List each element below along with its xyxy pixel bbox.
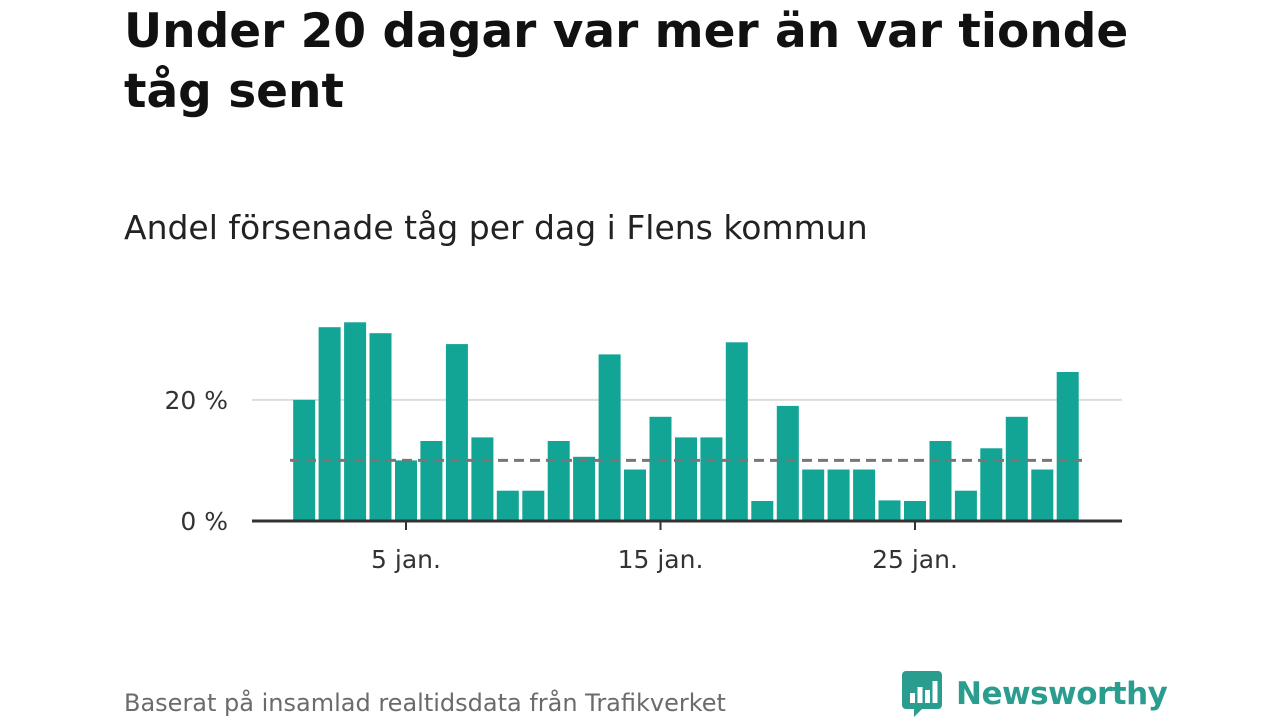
bar-day-25 (904, 501, 926, 521)
bar-day-12 (573, 456, 596, 521)
bar-day-20 (776, 405, 799, 521)
bar-day-6 (420, 441, 443, 521)
bar-day-7 (445, 344, 468, 521)
bar-day-22 (827, 469, 850, 521)
bar-day-21 (802, 469, 825, 521)
bar-day-15 (649, 416, 672, 521)
chart-title: Under 20 dagar var mer än var tionde tåg… (124, 4, 1129, 119)
bar-day-29 (1005, 416, 1028, 521)
bar-day-8 (471, 437, 494, 521)
bar-day-4 (369, 333, 392, 521)
bar-day-27 (954, 490, 977, 521)
x-tick-label-15: 15 jan. (618, 545, 704, 574)
bar-day-24 (878, 500, 901, 521)
bar-day-1 (293, 399, 316, 521)
bar-chart: 0 % 20 % 5 jan. 15 jan. 25 jan. (164, 322, 1122, 574)
bar-day-3 (344, 322, 367, 521)
source-note: Baserat på insamlad realtidsdata från Tr… (124, 689, 726, 717)
bar-day-14 (624, 469, 646, 521)
bars (293, 322, 1079, 521)
bar-day-2 (318, 327, 341, 521)
chart-subtitle: Andel försenade tåg per dag i Flens komm… (124, 208, 868, 247)
newsworthy-logo-icon (902, 671, 942, 717)
y-tick-label-0: 0 % (180, 507, 228, 536)
bar-day-5 (395, 460, 417, 521)
brand-name: Newsworthy (956, 676, 1168, 712)
x-tick-label-5: 5 jan. (371, 545, 441, 574)
bar-day-19 (751, 501, 774, 521)
bar-day-16 (675, 437, 697, 521)
x-tick-label-25: 25 jan. (872, 545, 958, 574)
bar-day-9 (496, 490, 519, 521)
bar-day-26 (929, 441, 952, 521)
axes: 0 % 20 % 5 jan. 15 jan. 25 jan. (164, 386, 1122, 574)
brand-logo: Newsworthy (902, 670, 1168, 718)
bar-day-13 (598, 354, 621, 521)
bar-day-23 (853, 469, 876, 521)
y-tick-label-20: 20 % (164, 386, 228, 415)
bar-day-11 (547, 441, 570, 521)
bar-day-30 (1031, 469, 1054, 521)
bar-day-10 (522, 490, 545, 521)
bar-day-18 (725, 342, 748, 521)
bar-day-31 (1056, 372, 1079, 521)
bar-day-17 (700, 437, 723, 521)
bar-day-28 (980, 448, 1003, 521)
